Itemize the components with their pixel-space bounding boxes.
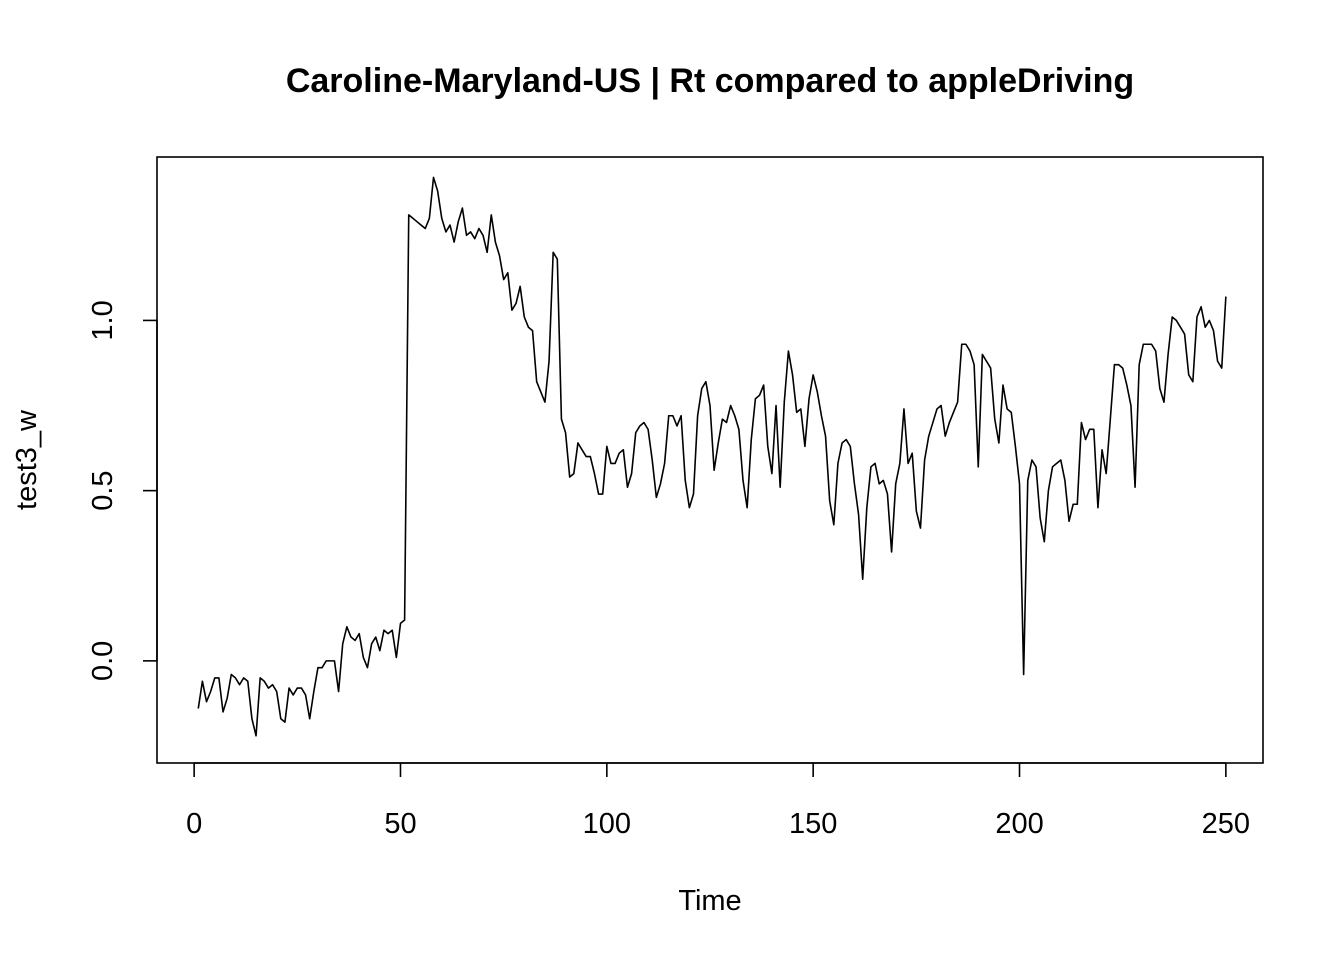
x-tick-label: 0 xyxy=(186,808,202,840)
x-tick-label: 200 xyxy=(995,808,1043,840)
x-tick-label: 150 xyxy=(789,808,837,840)
x-tick-label: 50 xyxy=(384,808,416,840)
x-axis-label: Time xyxy=(678,885,741,917)
y-tick-label: 0.5 xyxy=(87,470,119,510)
chart-title: Caroline-Maryland-US | Rt compared to ap… xyxy=(286,62,1134,100)
series-line-0 xyxy=(197,176,1227,737)
x-tick-label: 250 xyxy=(1202,808,1250,840)
series-group xyxy=(197,176,1227,737)
y-axis-label: test3_w xyxy=(11,409,43,510)
y-axis: 0.0 0.5 1.0 xyxy=(87,300,158,681)
y-tick-label: 1.0 xyxy=(87,300,119,340)
plot-frame xyxy=(156,156,1264,764)
y-tick-label: 0.0 xyxy=(87,641,119,681)
x-tick-label: 100 xyxy=(583,808,631,840)
x-axis: 0 50 100 150 200 250 xyxy=(186,762,1250,840)
